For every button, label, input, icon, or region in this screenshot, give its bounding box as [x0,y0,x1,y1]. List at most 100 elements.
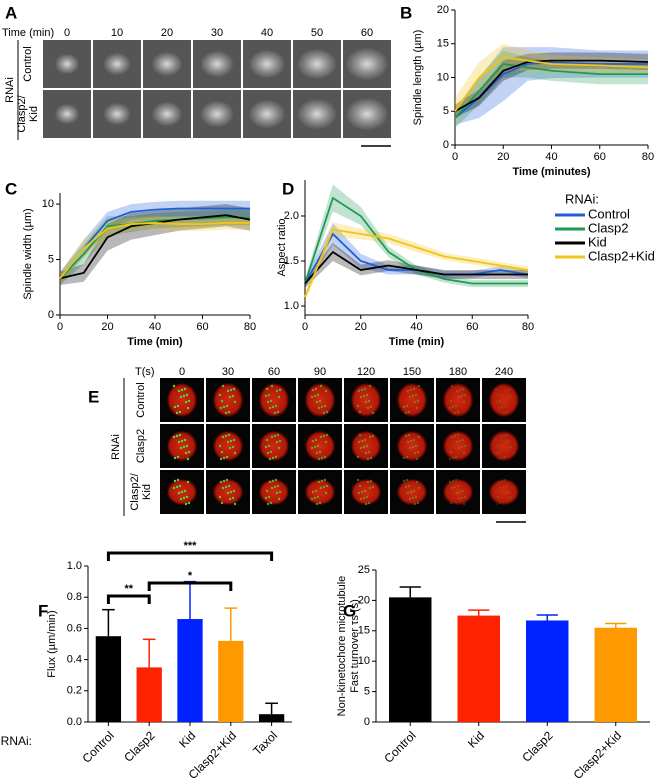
x-tick-label: 20 [101,321,113,333]
speckle [367,450,371,454]
legend-label: Kid [588,234,607,249]
speckle [320,479,324,483]
speckle [408,446,412,450]
y-tick-label: 15 [437,38,449,50]
speckle [274,455,278,459]
y-axis-title: Fast turnover τs (s) [349,599,361,693]
speckle [358,410,362,414]
speckle [176,478,180,482]
speckle [416,501,420,505]
speckle [323,455,327,459]
y-tick-label: 20 [437,4,449,16]
speckle [415,406,419,410]
y-tick-label: 0.4 [67,654,82,666]
legend-label: Clasp2+Kid [588,248,655,263]
speckle [177,491,181,495]
speckle [367,399,371,403]
time-value: 150 [403,366,421,378]
speckle [405,478,409,482]
speckle [506,395,510,399]
series-line [304,228,529,298]
speckle [182,445,186,449]
error-band [305,243,528,288]
speckle [415,457,419,461]
y-tick-label: 1.0 [284,300,299,312]
speckle [363,387,367,391]
speckle [450,486,454,490]
speckle [506,497,510,501]
speckle [411,496,415,500]
speckle [275,389,279,393]
series-line [454,56,649,112]
panel-label: E [88,387,99,406]
x-tick-label: 0 [57,321,63,333]
speckle [457,446,461,450]
spindle [103,103,131,125]
speckle [313,496,317,500]
speckle [411,445,415,449]
speckle [366,480,370,484]
speckle [275,440,279,444]
speckle [225,455,229,459]
speckle [456,484,460,488]
speckle [229,490,233,494]
speckle [271,479,275,483]
speckle [365,393,369,397]
speckle [454,478,458,482]
x-tick-label: 60 [196,321,208,333]
speckle [360,490,364,494]
speckle [411,394,415,398]
speckle [406,389,410,393]
y-tick-label: 5 [364,686,370,698]
speckle [226,440,230,444]
speckle [314,489,318,493]
speckle [499,486,503,490]
speckle [315,502,319,506]
series-line [304,250,528,285]
speckle [502,411,506,415]
speckle [185,495,189,499]
speckle [265,387,269,391]
spindle [152,52,182,76]
panel-label: D [282,179,294,198]
speckle [271,456,275,460]
speckle [266,502,270,506]
speckle [187,501,191,505]
speckle [505,410,509,414]
speckle [463,444,467,448]
bar [526,620,569,722]
time-label: T(s) [135,366,155,378]
speckle [412,438,416,442]
spindle [103,53,131,75]
speckle [233,400,237,404]
speckle [407,410,411,414]
speckle [450,435,454,439]
speckle [407,484,411,488]
speckle [356,478,360,482]
speckle [371,411,375,415]
speckle [222,479,226,483]
speckle [221,486,225,490]
speckle [187,450,191,454]
speckle [456,410,460,414]
speckle [409,388,413,392]
speckle [278,439,282,443]
row-label: Control [135,382,147,417]
speckle [187,399,191,403]
speckle [415,480,419,484]
speckle [449,450,453,454]
speckle [461,438,465,442]
speckle [218,444,222,448]
speckle [404,434,408,438]
speckle [455,389,459,393]
y-tick-label: 25 [358,564,370,576]
significance-bracket [106,551,274,561]
speckle [509,496,513,500]
spindle [55,104,79,124]
speckle [225,404,229,408]
speckle [450,384,454,388]
x-tick-label: Clasp2+Kid [571,728,625,782]
speckle [310,497,314,501]
y-tick-label: 1.0 [67,560,82,572]
speckle [360,388,364,392]
